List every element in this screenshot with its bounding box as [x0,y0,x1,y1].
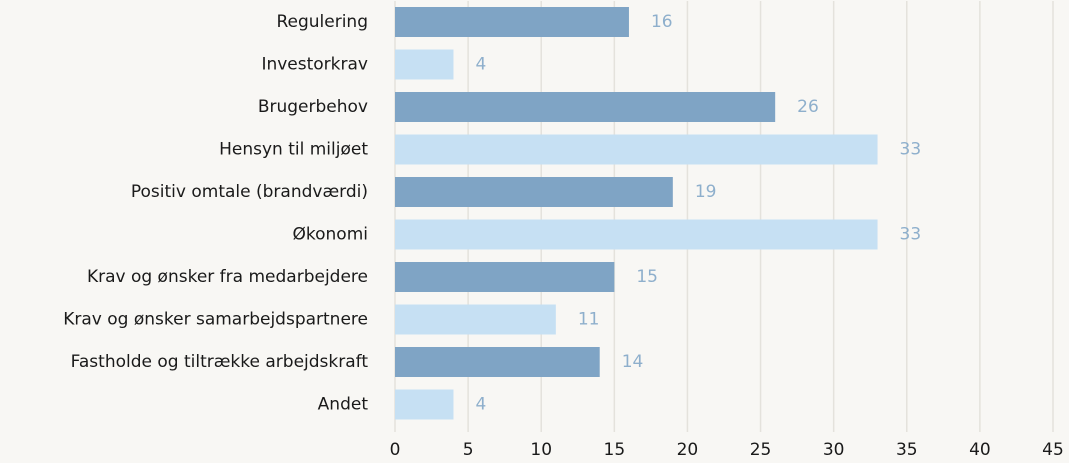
bar [395,7,629,37]
y-tick-label: Positiv omtale (brandværdi) [131,182,368,202]
bar [395,134,878,165]
bar [395,49,454,80]
value-label: 4 [475,395,486,415]
bar [395,304,556,335]
y-tick-label: Investorkrav [261,55,368,75]
value-label: 19 [695,182,717,202]
value-label: 4 [475,55,486,75]
value-label: 15 [636,267,658,287]
bar [395,389,454,420]
x-tick-label: 40 [969,440,991,460]
value-label: 16 [651,12,673,32]
bar [395,219,878,250]
x-tick-label: 25 [750,440,772,460]
x-tick-label: 15 [604,440,626,460]
y-tick-label: Fastholde og tiltrække arbejdskraft [71,352,369,372]
y-tick-label: Andet [318,395,369,415]
x-tick-label: 20 [677,440,699,460]
value-label: 14 [622,352,644,372]
y-tick-label: Regulering [276,12,368,32]
value-label: 11 [578,310,600,330]
bar [395,92,776,122]
y-tick-label: Krav og ønsker samarbejdspartnere [63,310,368,330]
y-tick-label: Brugerbehov [258,97,368,117]
x-tick-label: 35 [896,440,918,460]
x-tick-label: 30 [823,440,845,460]
x-tick-label: 5 [463,440,474,460]
value-label: 33 [900,225,922,245]
y-tick-label: Hensyn til miljøet [219,140,368,160]
value-label: 33 [900,140,922,160]
x-tick-label: 45 [1042,440,1064,460]
x-tick-label: 0 [390,440,401,460]
y-tick-label: Økonomi [293,225,368,245]
bar [395,347,600,377]
bar [395,177,673,207]
y-tick-label: Krav og ønsker fra medarbejdere [87,267,368,287]
bar [395,262,615,292]
value-label: 26 [797,97,819,117]
x-tick-label: 10 [530,440,552,460]
